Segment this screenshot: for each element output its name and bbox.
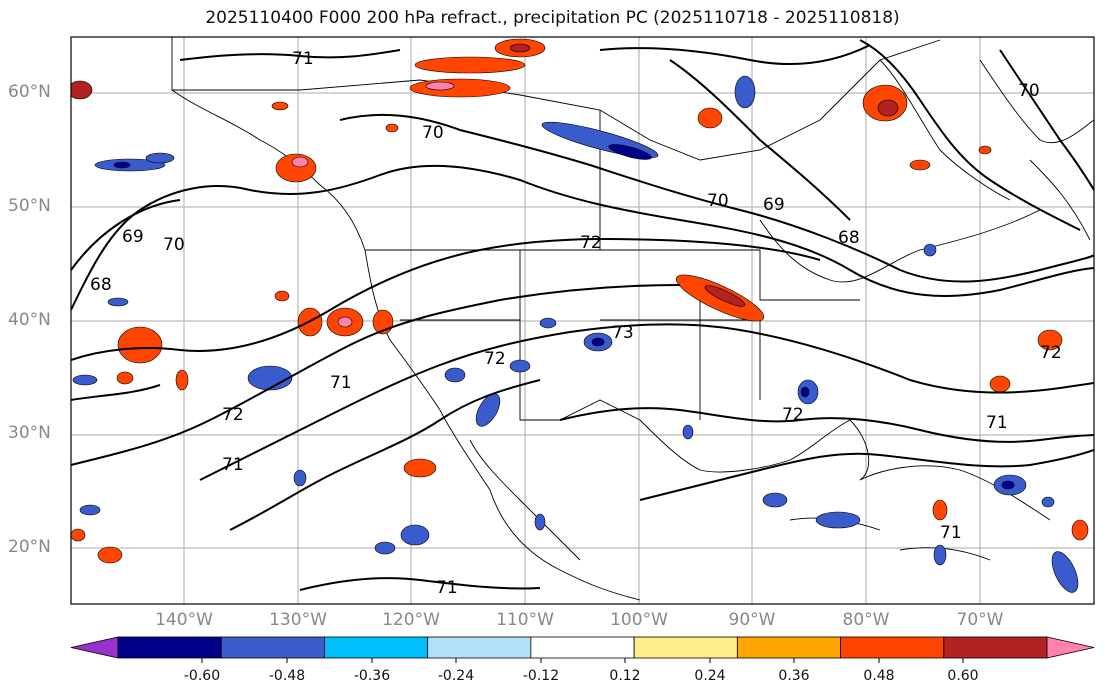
lat-label: 30°N <box>8 423 51 443</box>
contour-label: 72 <box>580 233 602 253</box>
contour-label: 69 <box>122 227 144 247</box>
contour-label: 70 <box>1018 81 1040 101</box>
contour-label: 71 <box>986 413 1008 433</box>
map-frame <box>70 36 1095 605</box>
colorbar-segment <box>220 636 325 659</box>
lon-label: 70°W <box>956 610 1004 630</box>
colorbar-segment <box>1046 636 1095 659</box>
colorbar-label: -0.48 <box>268 668 306 684</box>
contour-label: 72 <box>782 405 804 425</box>
contour-label: 70 <box>707 191 729 211</box>
colorbar-label: -0.36 <box>353 668 391 684</box>
contour-label: 71 <box>436 578 458 598</box>
contour-label: 70 <box>163 235 185 255</box>
contour-label: 71 <box>940 523 962 543</box>
refractivity-contours <box>71 39 1094 591</box>
colorbar-label: -0.12 <box>522 668 560 684</box>
lon-label: 100°W <box>610 610 668 630</box>
contour-label: 72 <box>484 349 506 369</box>
colorbar-ticks <box>201 658 964 663</box>
contour-label: 71 <box>222 455 244 475</box>
lon-label: 120°W <box>382 610 440 630</box>
colorbar-label: 0.60 <box>947 668 979 684</box>
colorbar-label: 0.24 <box>694 668 726 684</box>
contour-label: 69 <box>763 195 785 215</box>
lat-label: 60°N <box>8 82 51 102</box>
contour-label: 70 <box>422 123 444 143</box>
contour-label: 71 <box>330 373 352 393</box>
colorbar-label: 0.48 <box>863 668 895 684</box>
contour-label: 72 <box>1040 343 1062 363</box>
colorbar-label: -0.24 <box>437 668 475 684</box>
lon-label: 90°W <box>728 610 776 630</box>
colorbar-segment <box>943 636 1048 659</box>
contour-label: 72 <box>222 405 244 425</box>
map-title: 2025110400 F000 200 hPa refract., precip… <box>205 8 900 28</box>
colorbar-segment <box>427 636 532 659</box>
lon-label: 130°W <box>269 610 327 630</box>
contour-labels: 71 70 70 69 72 68 69 70 68 72 73 72 71 7… <box>90 49 1062 598</box>
contour-label: 71 <box>292 49 314 69</box>
colorbar-segment <box>117 636 222 659</box>
colorbar-label: 0.12 <box>609 668 641 684</box>
lat-label: 50°N <box>8 196 51 216</box>
colorbar-label: -0.60 <box>183 668 221 684</box>
contour-label: 73 <box>612 323 634 343</box>
colorbar-segment <box>840 636 945 659</box>
lon-label: 110°W <box>496 610 554 630</box>
lat-label: 20°N <box>8 537 51 557</box>
colorbar-segment <box>633 636 738 659</box>
colorbar-segment <box>530 636 635 659</box>
contour-label: 68 <box>838 228 860 248</box>
lat-label: 40°N <box>8 310 51 330</box>
colorbar-segment <box>70 636 119 659</box>
colorbar-label: 0.36 <box>778 668 810 684</box>
colorbar-segment <box>324 636 429 659</box>
colorbar-segment <box>736 636 841 659</box>
lon-label: 80°W <box>842 610 890 630</box>
contour-label: 68 <box>90 275 112 295</box>
coastlines <box>171 37 1094 601</box>
colorbar <box>70 636 1095 659</box>
lon-label: 140°W <box>155 610 213 630</box>
precip-patches <box>71 38 1089 593</box>
